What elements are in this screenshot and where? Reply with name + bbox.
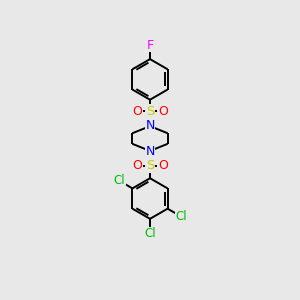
Text: O: O xyxy=(132,105,142,118)
Text: N: N xyxy=(145,119,155,132)
Text: Cl: Cl xyxy=(114,174,125,188)
Text: O: O xyxy=(132,159,142,172)
Text: S: S xyxy=(146,159,154,172)
Text: N: N xyxy=(145,145,155,158)
Text: O: O xyxy=(158,105,168,118)
Text: O: O xyxy=(158,159,168,172)
Text: F: F xyxy=(146,39,154,52)
Text: Cl: Cl xyxy=(144,227,156,240)
Text: S: S xyxy=(146,105,154,118)
Text: Cl: Cl xyxy=(175,210,187,223)
